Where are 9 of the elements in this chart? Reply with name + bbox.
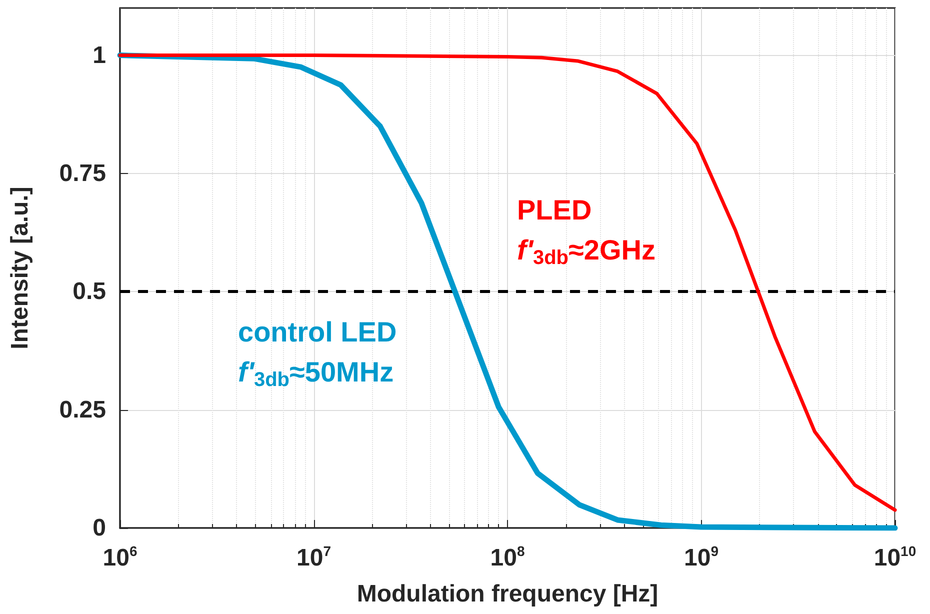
text: control LED bbox=[238, 316, 397, 348]
text: PLED bbox=[517, 194, 592, 226]
y-tick-label: 0.25 bbox=[59, 396, 106, 424]
y-tick-label: 0.5 bbox=[72, 278, 106, 306]
y-tick-label: 0 bbox=[92, 514, 106, 542]
x-axis-title: Modulation frequency [Hz] bbox=[356, 580, 658, 608]
y-axis-title: Intensity [a.u.] bbox=[6, 186, 34, 350]
y-tick-label: 1 bbox=[92, 42, 106, 69]
y-tick-label: 0.75 bbox=[59, 160, 106, 187]
